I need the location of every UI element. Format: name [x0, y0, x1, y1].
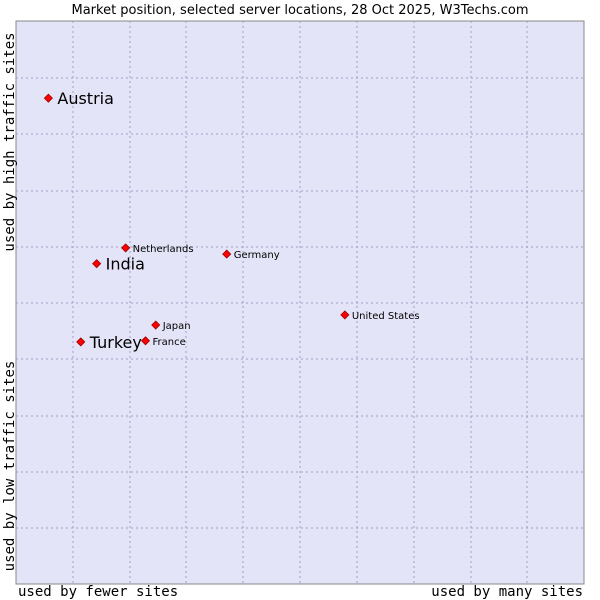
data-points: Austria India Turkey Netherlands Germany Unit… — [43, 89, 420, 352]
point-label-turkey: Turkey — [89, 333, 142, 352]
y-axis-bottom-label: used by low traffic sites — [2, 361, 18, 572]
x-axis-left-label: used by fewer sites — [18, 584, 178, 600]
point-marker-netherlands — [121, 243, 131, 253]
point-marker-turkey — [76, 337, 86, 347]
point-label-japan: Japan — [162, 321, 191, 332]
chart-title: Market position, selected server locatio… — [71, 3, 528, 18]
point-label-germany: Germany — [234, 250, 280, 261]
point-marker-japan — [151, 320, 161, 330]
y-axis-top-label: used by high traffic sites — [2, 32, 18, 251]
x-axis-right-label: used by many sites — [431, 584, 583, 600]
point-label-netherlands: Netherlands — [133, 244, 194, 255]
point-marker-austria — [43, 93, 53, 103]
point-marker-france — [140, 336, 151, 346]
point-label-united-states: United States — [352, 311, 420, 322]
grid-lines — [16, 21, 584, 584]
point-label-france: France — [153, 337, 186, 348]
point-marker-india — [92, 259, 102, 269]
point-marker-germany — [222, 249, 232, 259]
point-label-austria: Austria — [57, 89, 114, 108]
point-label-india: India — [106, 255, 145, 274]
point-marker-united-states — [340, 310, 350, 320]
